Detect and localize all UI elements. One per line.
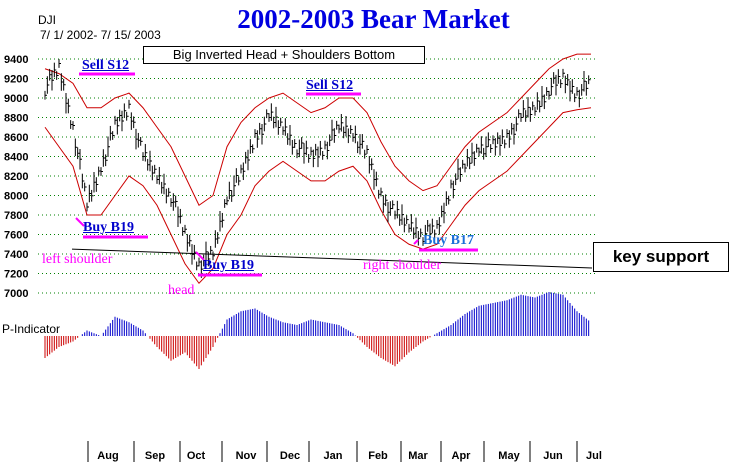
- x-tick-label: Mar: [408, 450, 428, 462]
- signal-underlines: [75, 72, 478, 277]
- x-tick-label: Jan: [324, 450, 343, 462]
- buy-signal-2: Buy B19: [203, 258, 254, 273]
- buy-signal-3: Buy B17: [423, 233, 474, 248]
- y-tick-label: 9400: [4, 54, 28, 66]
- bollinger-bands: [44, 53, 592, 285]
- support-line: [71, 248, 593, 269]
- x-tick-label: Oct: [187, 450, 206, 462]
- pattern-label: Big Inverted Head + Shoulders Bottom: [143, 46, 425, 64]
- x-tick-label: Aug: [97, 450, 118, 462]
- x-tick-label: Dec: [280, 450, 300, 462]
- sell-signal-1: Sell S12: [82, 58, 130, 73]
- chart-title: 2002-2003 Bear Market: [237, 4, 510, 34]
- y-tick-label: 7600: [4, 230, 28, 242]
- x-tick-label: Feb: [368, 450, 388, 462]
- y-tick-label: 9200: [4, 74, 28, 86]
- left-shoulder-label: left shoulder: [42, 252, 113, 267]
- y-tick-label: 7400: [4, 249, 28, 261]
- x-tick-label: Sep: [145, 450, 165, 462]
- y-tick-label: 8400: [4, 152, 28, 164]
- y-tick-labels: 9400 9200 9000 8800 8600 8400 8200 8000 7800 7600…: [4, 54, 28, 300]
- indicator-label: P-Indicator: [2, 322, 61, 336]
- key-support-line: [71, 248, 593, 269]
- y-tick-label: 8000: [4, 191, 28, 203]
- lower-band: [44, 107, 592, 285]
- signal-pointer: [75, 217, 85, 227]
- y-tick-label: 7000: [4, 288, 28, 300]
- y-tick-label: 7200: [4, 269, 28, 281]
- y-tick-label: 7800: [4, 210, 28, 222]
- key-support-label: key support: [593, 242, 729, 272]
- price-bars: [44, 59, 591, 278]
- signal-pointer: [413, 239, 419, 245]
- x-tick-label: Nov: [236, 450, 258, 462]
- y-tick-label: 9000: [4, 93, 28, 105]
- signal-pointer: [195, 251, 205, 261]
- date-range: 7/ 1/ 2002- 7/ 15/ 2003: [40, 28, 161, 42]
- x-tick-label: Apr: [452, 450, 472, 462]
- head-label: head: [168, 283, 195, 298]
- x-tick-label: Jun: [543, 450, 563, 462]
- upper-band: [44, 53, 591, 206]
- sell-signal-2: Sell S12: [306, 78, 354, 93]
- p-indicator-histogram: [44, 292, 590, 369]
- y-tick-label: 8800: [4, 113, 28, 125]
- x-axis: Aug Sep Oct Nov Dec Jan Feb Mar Apr May Jun Jul: [86, 439, 610, 462]
- x-tick-label: May: [498, 450, 520, 462]
- ticker-label: DJI: [38, 13, 56, 27]
- x-tick-label: Jul: [586, 450, 602, 462]
- y-tick-label: 8200: [4, 171, 28, 183]
- buy-signal-1: Buy B19: [83, 220, 134, 235]
- y-tick-label: 8600: [4, 132, 28, 144]
- right-shoulder-label: right shoulder: [363, 258, 442, 273]
